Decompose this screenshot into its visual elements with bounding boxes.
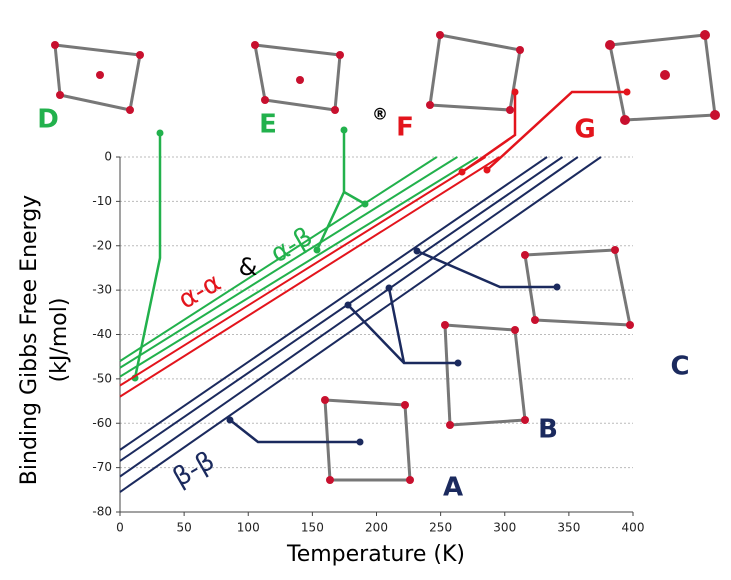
leader-dots: [131, 88, 631, 446]
x-tick-label: 150: [301, 521, 324, 535]
annotation: E: [259, 110, 277, 140]
x-tick-label: 250: [429, 521, 452, 535]
series-line: [119, 156, 548, 451]
annotation: C: [670, 352, 689, 382]
x-tick-label: 350: [557, 521, 580, 535]
y-axis-label: Binding Gibbs Free Energy: [17, 195, 42, 485]
y-tick-label: -70: [92, 460, 112, 474]
y-axis-label: (kJ/mol): [47, 298, 72, 383]
x-tick-label: 200: [365, 521, 388, 535]
series-line: [119, 156, 458, 369]
annotation: B: [538, 415, 558, 445]
x-axis-label: Temperature (K): [286, 542, 465, 567]
series-line: [119, 156, 602, 493]
annotation: A: [443, 473, 463, 503]
series-line: [119, 156, 438, 362]
annotation: &: [239, 253, 258, 281]
annotation: G: [574, 115, 595, 145]
y-tick-label: -30: [92, 283, 112, 297]
molecule-sketches: [51, 30, 720, 484]
x-tick-label: 400: [622, 521, 645, 535]
y-tick-label: -10: [92, 194, 112, 208]
series-line: [119, 156, 564, 462]
annotation: ®: [372, 105, 388, 124]
annotation: F: [396, 113, 414, 143]
series-line: [119, 156, 479, 378]
x-tick-label: 100: [237, 521, 260, 535]
y-tick-label: -50: [92, 371, 112, 385]
annotation: D: [37, 105, 59, 135]
y-tick-label: -40: [92, 327, 112, 341]
y-tick-label: -60: [92, 416, 112, 430]
x-tick-label: 50: [176, 521, 191, 535]
series-line: [119, 156, 487, 387]
series-line: [119, 156, 501, 398]
series-line: [119, 156, 579, 478]
y-tick-label: 0: [104, 150, 112, 164]
leader-lines: [133, 90, 627, 444]
x-tick-label: 300: [493, 521, 516, 535]
annotation: α-α: [173, 268, 226, 316]
y-tick-label: -80: [92, 505, 112, 519]
y-tick-label: -20: [92, 238, 112, 252]
x-tick-label: 0: [116, 521, 124, 535]
